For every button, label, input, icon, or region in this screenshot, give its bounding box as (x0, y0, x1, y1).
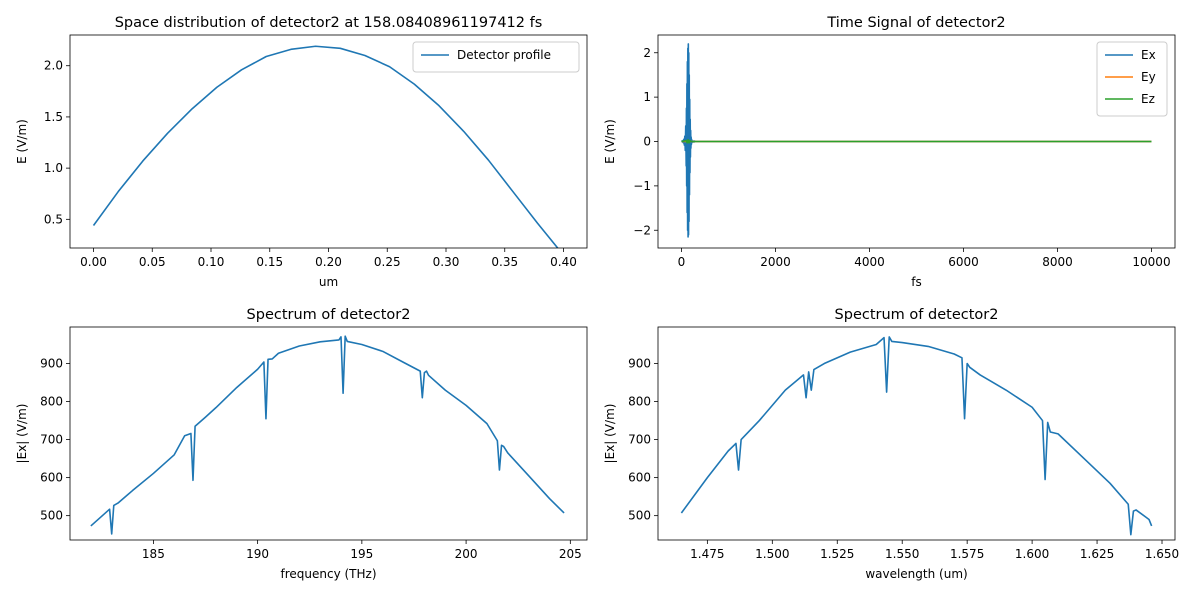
series-ex (680, 43, 1152, 238)
x-tick-label: 1.650 (1145, 547, 1179, 561)
x-axis-label: wavelength (um) (865, 567, 967, 581)
y-tick-label: 1.5 (44, 110, 63, 124)
x-tick-label: 185 (142, 547, 165, 561)
x-tick-label: 10000 (1132, 255, 1170, 269)
x-tick-label: 4000 (854, 255, 885, 269)
y-tick-label: 2 (643, 46, 651, 60)
y-tick-label: 800 (40, 395, 63, 409)
y-tick-label: 1 (643, 90, 651, 104)
x-tick-label: 6000 (948, 255, 979, 269)
x-tick-label: 205 (559, 547, 582, 561)
x-tick-label: 195 (350, 547, 373, 561)
y-tick-label: 1.0 (44, 161, 63, 175)
x-tick-label: 200 (455, 547, 478, 561)
series-detector-profile (92, 45, 559, 248)
x-tick-label: 1.550 (885, 547, 919, 561)
y-tick-label: 700 (40, 433, 63, 447)
subplot-3: Spectrum of detector2 185 190 195 200 205 500 6… (15, 307, 588, 581)
x-tick-label: 0.25 (374, 255, 401, 269)
x-tick-label: 2000 (760, 255, 791, 269)
legend-label: Ey (1141, 70, 1156, 84)
y-tick-label: 500 (40, 509, 63, 523)
x-tick-label: 1.600 (1015, 547, 1049, 561)
y-tick-label: 600 (628, 471, 651, 485)
y-tick-label: 900 (40, 357, 63, 371)
legend-label: Ez (1141, 92, 1155, 106)
subplot-4: Spectrum of detector2 1.475 1.500 1.525 1.55… (603, 307, 1179, 581)
legend-label: Detector profile (457, 48, 551, 62)
y-tick-label: 600 (40, 471, 63, 485)
x-tick-label: 8000 (1042, 255, 1073, 269)
x-tick-label: 0.40 (550, 255, 577, 269)
y-axis-label: E (V/m) (15, 119, 29, 164)
y-tick-label: 2.0 (44, 59, 63, 73)
x-tick-label: 1.625 (1080, 547, 1114, 561)
x-axis-label: fs (911, 275, 921, 289)
y-tick-label: 800 (628, 395, 651, 409)
subplot-2: Time Signal of detector2 0 2000 4000 6000 800… (603, 15, 1176, 289)
y-tick-label: 0.5 (44, 212, 63, 226)
x-tick-label: 1.575 (950, 547, 984, 561)
y-axis-label: E (V/m) (603, 119, 617, 164)
x-axis-label: um (319, 275, 338, 289)
x-tick-label: 1.475 (690, 547, 724, 561)
y-tick-label: 900 (628, 357, 651, 371)
series-ez (681, 138, 1152, 144)
legend-label: Ex (1141, 48, 1156, 62)
x-tick-label: 0.35 (491, 255, 518, 269)
chart-title: Spectrum of detector2 (247, 307, 411, 323)
x-tick-label: 1.500 (755, 547, 789, 561)
series-line-4 (680, 336, 1153, 536)
x-tick-label: 0.05 (139, 255, 166, 269)
y-tick-label: 700 (628, 433, 651, 447)
legend-box (412, 41, 580, 73)
chart-title: Time Signal of detector2 (826, 15, 1005, 31)
y-tick-label: 500 (628, 509, 651, 523)
x-axis-label: frequency (THz) (280, 567, 376, 581)
chart-title: Space distribution of detector2 at 158.0… (115, 15, 543, 31)
y-axis-label: |Ex| (V/m) (15, 404, 29, 464)
axes-frame (657, 326, 1176, 541)
subplot-1: Space distribution of detector2 at 158.0… (15, 15, 588, 289)
axes-frame (69, 326, 588, 541)
y-tick-label: 0 (643, 135, 651, 149)
y-tick-label: −2 (633, 223, 651, 237)
x-tick-label: 0.15 (256, 255, 283, 269)
legend: Ex Ey Ez (1096, 41, 1168, 117)
legend: Detector profile (412, 41, 580, 73)
x-tick-label: 0.30 (433, 255, 460, 269)
y-tick-label: −1 (633, 179, 651, 193)
x-tick-label: 0.00 (80, 255, 107, 269)
x-tick-label: 0 (678, 255, 686, 269)
x-tick-label: 0.20 (315, 255, 342, 269)
x-tick-label: 1.525 (820, 547, 854, 561)
series-line-3 (90, 335, 565, 535)
x-tick-label: 0.10 (198, 255, 225, 269)
y-axis-label: |Ex| (V/m) (603, 404, 617, 464)
legend-box (1096, 41, 1168, 117)
chart-title: Spectrum of detector2 (835, 307, 999, 323)
x-tick-label: 190 (246, 547, 269, 561)
